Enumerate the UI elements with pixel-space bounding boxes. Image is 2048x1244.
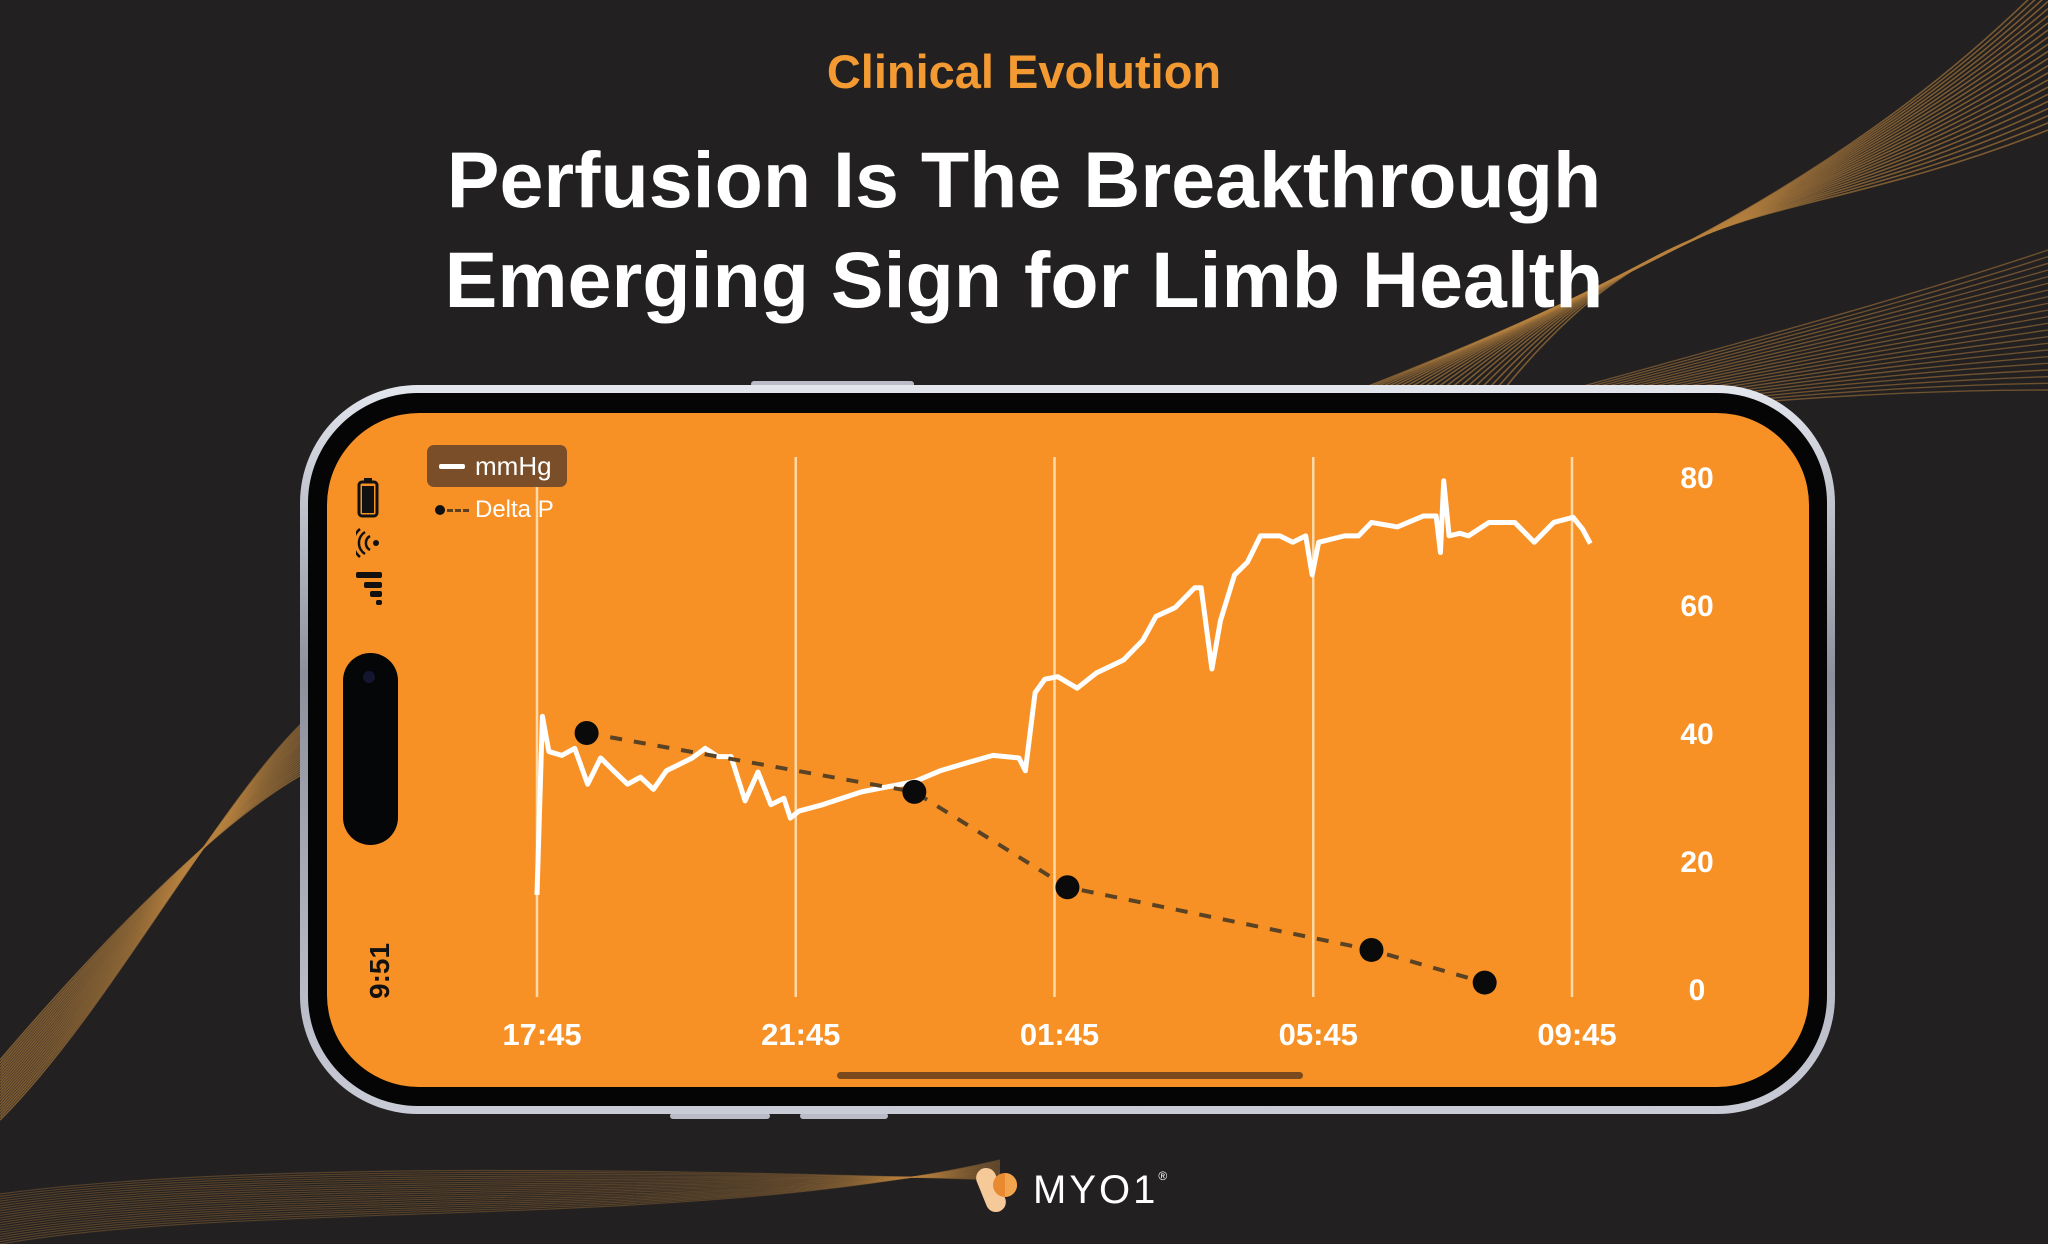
decor-curve — [0, 1165, 1001, 1231]
delta-p-series-line — [586, 731, 1486, 985]
y-tick-label: 0 — [1689, 974, 1706, 1007]
legend-delta-p[interactable]: Delta P — [435, 496, 554, 524]
decor-curve — [0, 1175, 1001, 1202]
decor-curve — [1479, 129, 2048, 421]
phone-volume-button-1 — [670, 1113, 770, 1119]
delta-p-point — [1359, 937, 1384, 962]
battery-icon — [357, 478, 379, 518]
x-tick-label: 21:45 — [761, 1017, 840, 1052]
y-tick-label: 80 — [1680, 462, 1713, 495]
legend-mmhg[interactable]: mmHg — [427, 445, 567, 487]
decor-curve — [0, 1173, 1001, 1209]
signal-icon — [356, 572, 382, 605]
x-tick-label: 01:45 — [1020, 1017, 1099, 1052]
phone-side-button-top — [751, 381, 914, 387]
decor-curve — [0, 1174, 1001, 1207]
decor-curve — [0, 1171, 1001, 1197]
delta-p-point — [1472, 970, 1497, 995]
home-indicator[interactable] — [837, 1072, 1303, 1079]
decor-curve — [0, 1166, 1001, 1228]
x-tick-label: 05:45 — [1279, 1017, 1358, 1052]
logo-wordmark: MYO1 — [1033, 1167, 1159, 1212]
delta-p-point — [902, 779, 927, 804]
delta-p-point — [574, 721, 599, 745]
page-title: Perfusion Is The Breakthrough Emerging S… — [0, 130, 2048, 330]
delta-p-point — [1055, 875, 1080, 900]
decor-curve — [0, 1159, 1001, 1244]
nfc-wireless-icon — [356, 528, 379, 558]
decor-curve — [0, 1164, 1001, 1233]
decor-curve — [0, 1160, 1001, 1243]
legend-dash-swatch — [447, 508, 469, 512]
y-tick-label: 60 — [1680, 590, 1713, 623]
myo1-logo-mark-icon — [976, 1167, 1017, 1213]
decor-curve — [0, 1161, 1001, 1240]
logo-registered: ® — [1158, 1169, 1168, 1183]
myo1-logo: MYO1 ® — [975, 1165, 1167, 1215]
legend-mmhg-label: mmHg — [475, 450, 552, 481]
title-line-1: Perfusion Is The Breakthrough — [446, 135, 1602, 224]
section-eyebrow: Clinical Evolution — [826, 45, 1222, 98]
decor-curve — [0, 1169, 1001, 1195]
mmhg-series-line — [534, 478, 1593, 895]
front-camera — [363, 671, 375, 683]
x-tick-label: 17:45 — [502, 1017, 581, 1052]
decor-curve — [0, 759, 331, 1061]
dynamic-island — [343, 653, 398, 845]
legend-line-swatch — [439, 463, 465, 469]
decor-curve — [0, 1171, 1001, 1214]
y-tick-label: 40 — [1680, 718, 1713, 751]
decor-curve — [0, 1173, 1001, 1200]
y-tick-label: 20 — [1680, 846, 1713, 879]
decor-curve — [0, 1168, 1001, 1221]
legend-dot-swatch — [435, 505, 445, 515]
decor-curve — [0, 1169, 1001, 1219]
title-line-2: Emerging Sign for Limb Health — [444, 235, 1604, 324]
x-tick-label: 09:45 — [1537, 1017, 1616, 1052]
phone-volume-button-2 — [800, 1113, 888, 1119]
decor-curve — [0, 1163, 1001, 1236]
decor-curve — [0, 1172, 1001, 1212]
decor-curve — [0, 1175, 1001, 1205]
decor-curve — [0, 1167, 1001, 1224]
decor-curve — [0, 1162, 1001, 1238]
decor-curve — [0, 1170, 1001, 1217]
legend-delta-p-label: Delta P — [475, 496, 554, 523]
decor-curve — [0, 1167, 1001, 1226]
